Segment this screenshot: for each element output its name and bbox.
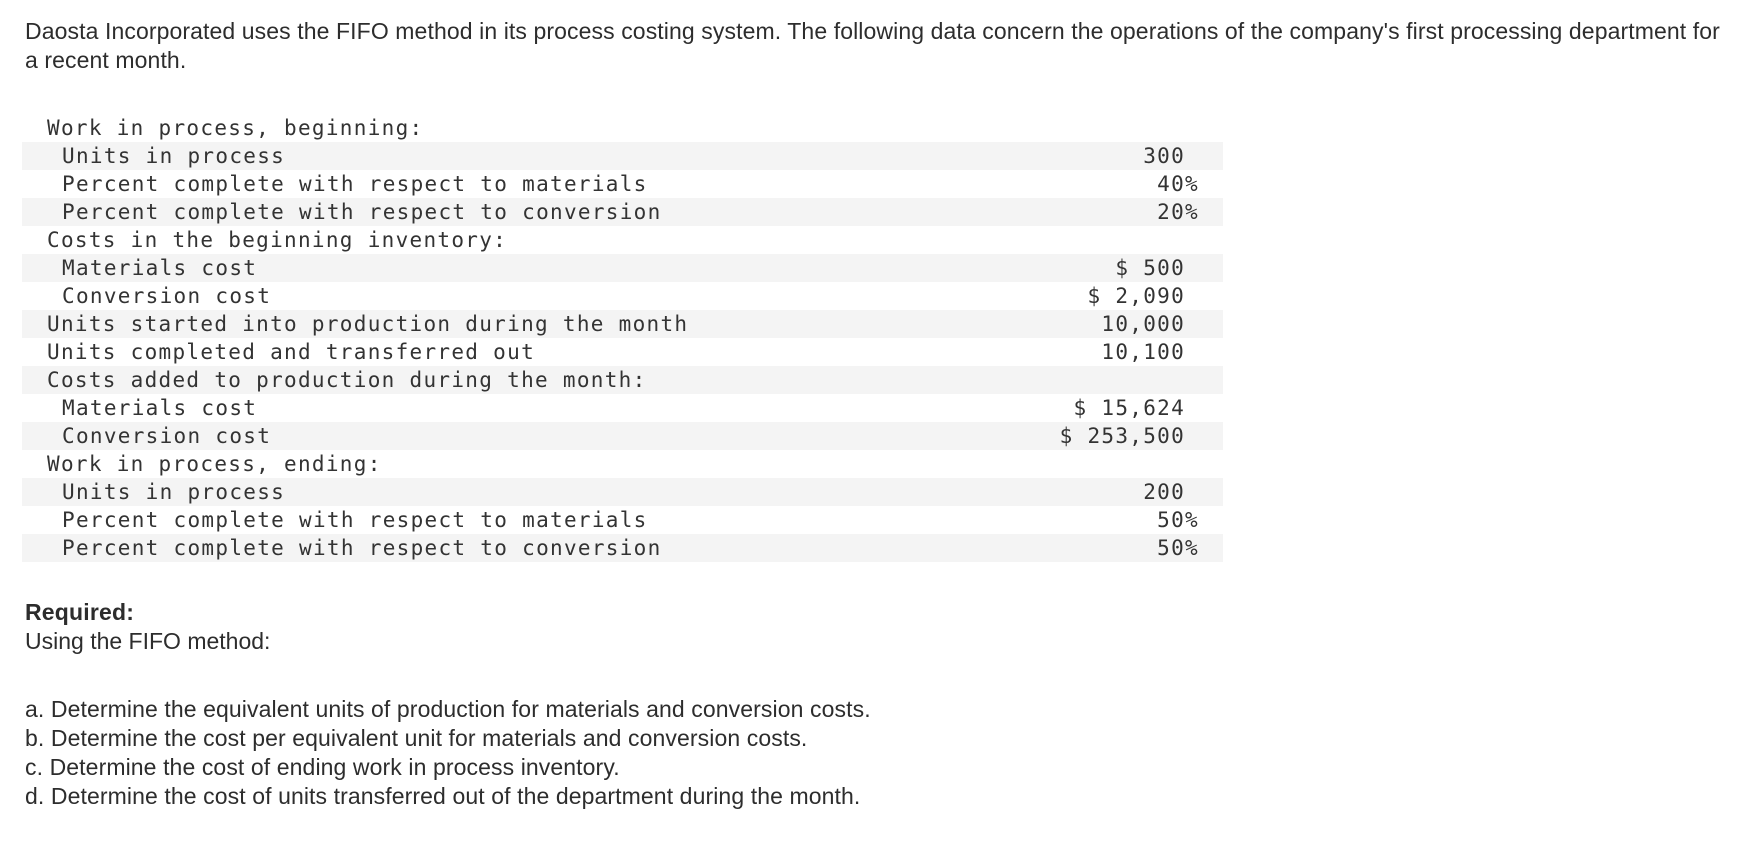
row-value: 20% (1157, 200, 1199, 224)
table-row: Units in process 200 (22, 478, 1223, 506)
row-value: 50% (1157, 508, 1199, 532)
task-list: a. Determine the equivalent units of pro… (25, 695, 871, 811)
row-label: Costs in the beginning inventory: (47, 228, 508, 252)
row-value: $ 500 (1115, 256, 1199, 280)
row-value: 300 (1143, 144, 1199, 168)
row-label: Percent complete with respect to convers… (62, 200, 662, 224)
row-value: $ 253,500 (1059, 424, 1199, 448)
table-row: Conversion cost $ 253,500 (22, 422, 1223, 450)
row-label: Materials cost (62, 256, 258, 280)
row-label: Percent complete with respect to materia… (62, 172, 648, 196)
table-row: Conversion cost $ 2,090 (22, 282, 1223, 310)
table-row: Work in process, beginning: (22, 114, 1223, 142)
row-value: 10,000 (1101, 312, 1199, 336)
row-label: Percent complete with respect to convers… (62, 536, 662, 560)
task-item: b. Determine the cost per equivalent uni… (25, 725, 808, 751)
table-row: Percent complete with respect to convers… (22, 198, 1223, 226)
table-row: Percent complete with respect to materia… (22, 170, 1223, 198)
row-label: Conversion cost (62, 424, 272, 448)
problem-intro-paragraph: Daosta Incorporated uses the FIFO method… (25, 18, 1720, 73)
task-item: c. Determine the cost of ending work in … (25, 754, 620, 780)
row-label: Work in process, beginning: (47, 116, 424, 140)
row-label: Units completed and transferred out (47, 340, 536, 364)
row-label: Conversion cost (62, 284, 272, 308)
required-section: Required: Using the FIFO method: (25, 598, 270, 656)
row-label: Work in process, ending: (47, 452, 382, 476)
task-item: a. Determine the equivalent units of pro… (25, 696, 871, 722)
row-value: 200 (1143, 480, 1199, 504)
row-label: Percent complete with respect to materia… (62, 508, 648, 532)
required-heading: Required: (25, 599, 135, 625)
table-row: Materials cost $ 15,624 (22, 394, 1223, 422)
row-value: $ 15,624 (1073, 396, 1199, 420)
table-row: Units started into production during the… (22, 310, 1223, 338)
table-row: Costs in the beginning inventory: (22, 226, 1223, 254)
row-value: 50% (1157, 536, 1199, 560)
task-item: d. Determine the cost of units transferr… (25, 783, 861, 809)
row-label: Units in process (62, 480, 286, 504)
row-value: $ 2,090 (1087, 284, 1199, 308)
row-value: 10,100 (1101, 340, 1199, 364)
table-row: Materials cost $ 500 (22, 254, 1223, 282)
required-subheading: Using the FIFO method: (25, 628, 271, 654)
table-row: Units completed and transferred out 10,1… (22, 338, 1223, 366)
cost-table: Work in process, beginning: Units in pro… (22, 114, 1223, 562)
row-value: 40% (1157, 172, 1199, 196)
row-label: Units in process (62, 144, 286, 168)
row-label: Units started into production during the… (47, 312, 689, 336)
row-label: Costs added to production during the mon… (47, 368, 647, 392)
table-row: Percent complete with respect to convers… (22, 534, 1223, 562)
row-label: Materials cost (62, 396, 258, 420)
table-row: Costs added to production during the mon… (22, 366, 1223, 394)
table-row: Units in process 300 (22, 142, 1223, 170)
table-row: Percent complete with respect to materia… (22, 506, 1223, 534)
table-row: Work in process, ending: (22, 450, 1223, 478)
